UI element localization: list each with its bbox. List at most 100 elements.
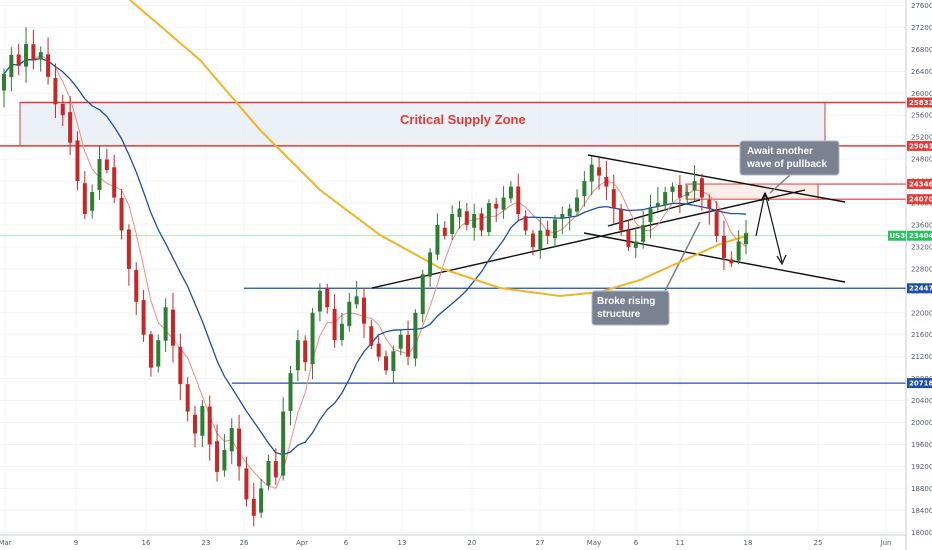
candle	[560, 206, 565, 235]
callout-pullback-line1: Await another	[747, 146, 813, 157]
candle	[46, 37, 51, 85]
candle-body	[508, 186, 513, 199]
price-axis-bg	[906, 0, 932, 550]
candle	[486, 199, 491, 237]
candle-body	[126, 229, 131, 269]
level-lines	[0, 101, 906, 384]
price-tick-label: 21600	[911, 331, 932, 339]
supply-zone-label: Critical Supply Zone	[400, 112, 526, 127]
candle	[663, 186, 668, 211]
candle	[112, 154, 117, 204]
candle	[611, 174, 616, 225]
price-tick-label: 22800	[911, 265, 932, 273]
candle	[736, 230, 741, 265]
price-label-bg	[907, 283, 932, 294]
candle-body	[75, 140, 80, 182]
callout-broke-box	[591, 290, 670, 326]
candle-body	[589, 164, 594, 182]
candle-body	[178, 346, 183, 385]
price-tick-label: 18800	[911, 485, 932, 493]
price-label-text: 25041	[909, 142, 932, 150]
candle	[361, 287, 366, 339]
arrow-up-head	[760, 191, 770, 202]
candle	[369, 319, 374, 350]
candle-body	[31, 44, 36, 61]
candle	[126, 224, 131, 286]
candle	[156, 334, 161, 373]
candle-body	[619, 209, 624, 231]
candle-body	[663, 192, 668, 206]
candle	[523, 210, 528, 236]
candle-body	[68, 112, 73, 143]
candle-body	[229, 428, 234, 452]
candle	[170, 292, 175, 363]
candle-body	[2, 74, 6, 91]
candle-body	[325, 288, 330, 308]
time-tick-label: 20	[468, 539, 477, 547]
price-label-bg	[907, 97, 932, 108]
candle-body	[354, 296, 359, 305]
price-label-text: 20718	[909, 380, 932, 388]
time-tick-label: 11	[676, 539, 685, 547]
candle-body	[479, 213, 484, 231]
arrow-down-head	[776, 254, 787, 266]
candle-body	[516, 186, 521, 214]
candle-body	[332, 308, 337, 341]
candle-body	[112, 167, 117, 198]
price-tick-label: 20400	[911, 397, 932, 405]
candle-body	[134, 270, 139, 302]
candle-body	[699, 178, 704, 198]
candle-body	[369, 326, 374, 346]
candle-body	[457, 208, 462, 218]
time-axis[interactable]: Mar 9 16 23 26 Apr 6 13 20 27 May 6 11 18 25 Jun	[0, 534, 906, 547]
candle	[332, 294, 337, 348]
candle	[376, 336, 381, 362]
candle-body	[530, 233, 535, 247]
candle	[641, 210, 646, 249]
candle-body	[148, 334, 153, 368]
candle	[530, 229, 535, 256]
price-tick-label: 23600	[911, 221, 932, 229]
candle	[597, 157, 602, 190]
candle-body	[295, 340, 300, 371]
price-axis[interactable]: 1800018400188001920019600200002040020800…	[905, 0, 932, 550]
candle-body	[501, 197, 506, 210]
candle-body	[222, 449, 227, 471]
candle	[398, 330, 403, 356]
candle-body	[361, 297, 366, 324]
candle	[494, 197, 499, 222]
time-tick-label: 25	[814, 539, 823, 547]
candle	[384, 350, 389, 375]
candle	[472, 203, 477, 241]
candle	[178, 333, 183, 401]
callout-pullback-pointer	[769, 174, 791, 194]
candle	[75, 131, 80, 191]
candle-body	[46, 54, 51, 77]
candle-body	[200, 406, 205, 436]
candle	[508, 181, 513, 203]
candle-body	[259, 488, 264, 513]
candle	[134, 262, 139, 316]
price-tick-label: 18400	[911, 507, 932, 515]
candle	[53, 63, 58, 118]
callouts-layer: Await another wave of pullback Broke ris…	[591, 140, 840, 326]
candle	[288, 365, 293, 426]
candle-body	[744, 233, 748, 245]
candle-body	[90, 192, 95, 211]
callout-broke-line1: Broke rising	[597, 296, 655, 307]
price-labels: 25832 25041 24346 24070 US30 23404 22447 20718	[888, 97, 932, 389]
candle-body	[303, 340, 308, 363]
resistance-zone-rect	[685, 183, 819, 200]
candle	[354, 281, 359, 309]
price-tick-label: 23200	[911, 243, 932, 251]
grid	[0, 0, 906, 535]
candle-body	[185, 384, 190, 412]
candle	[38, 46, 43, 72]
candle-body	[626, 230, 631, 247]
price-tick-label: 27200	[911, 24, 932, 32]
candle-body	[597, 167, 602, 176]
candle-body	[582, 181, 587, 196]
candle	[141, 289, 146, 342]
